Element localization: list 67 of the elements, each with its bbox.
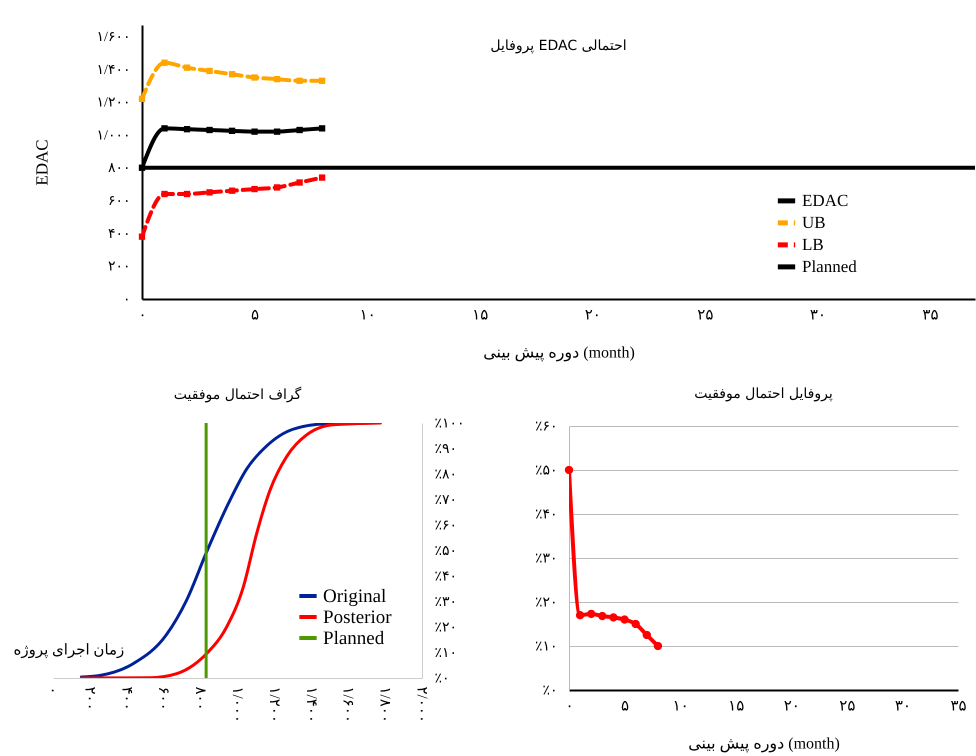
y-tick-label: ۲۰۰ bbox=[108, 260, 130, 275]
y-tick-label: ۱/۶۰۰ bbox=[96, 30, 130, 45]
y2-tick-label: ٪۴۰ bbox=[434, 570, 458, 584]
x-tick-label: ۱۰ bbox=[360, 308, 376, 324]
y2-tick-label: ٪۱۰۰ bbox=[434, 416, 465, 432]
y-tick-label: ۸۰۰ bbox=[108, 161, 130, 176]
y-tick-label: ۱/۰۰۰ bbox=[96, 128, 130, 144]
y-tick-label: ٪۴۰ bbox=[534, 508, 558, 522]
x-tick-label: ۳۰ bbox=[894, 698, 911, 714]
legend-label: UB bbox=[802, 212, 826, 232]
x-tick-label: ۲/۰۰۰ bbox=[414, 686, 430, 723]
y-tick-label: ٪۶۰ bbox=[534, 420, 558, 434]
x-tick-label: ۱/۲۰۰ bbox=[266, 686, 282, 723]
x-tick-label: ۳۵ bbox=[950, 698, 967, 714]
x-tick-label: ۰ bbox=[138, 308, 147, 324]
y-tick-label: ۱/۴۰۰ bbox=[96, 62, 130, 78]
x-tick-label: ۳۵ bbox=[922, 308, 939, 324]
y2-tick-label: ٪۱۰ bbox=[434, 646, 458, 661]
y2-tick-label: ٪۷۰ bbox=[434, 493, 458, 508]
x-axis-title: دوره پیش بینی (month) bbox=[483, 344, 635, 362]
y-tick-label: ۱/۲۰۰ bbox=[96, 96, 130, 111]
y-tick-label: ٪۳۰ bbox=[534, 552, 558, 566]
legend-label: Original bbox=[323, 586, 386, 607]
x-axis-title: زمان اجرای پروژه bbox=[14, 642, 124, 658]
y-tick-label: ۴۰۰ bbox=[108, 226, 130, 242]
legend-label: LB bbox=[802, 234, 824, 254]
y-tick-label: ۰ bbox=[122, 292, 130, 308]
x-tick-label: ۱/۸۰۰ bbox=[376, 686, 393, 723]
x-tick-label: ۱۰ bbox=[672, 698, 689, 714]
y2-tick-label: ٪۸۰ bbox=[434, 468, 458, 482]
y2-tick-label: ٪۳۰ bbox=[434, 595, 458, 610]
chart-title: پروفایل احتمال موفقیت bbox=[694, 386, 833, 402]
x-tick-label: ۲۰ bbox=[784, 698, 800, 714]
x-axis-title: دوره پیش بینی (month) bbox=[688, 736, 840, 752]
x-tick-label: ۱/۴۰۰ bbox=[302, 686, 319, 723]
x-tick-label: ۶۰۰ bbox=[155, 686, 172, 711]
x-tick-label: ۲۵ bbox=[697, 308, 714, 324]
y-tick-label: ۶۰۰ bbox=[108, 194, 130, 210]
legend-label: Planned bbox=[323, 628, 385, 649]
y2-tick-label: ٪۶۰ bbox=[434, 518, 458, 534]
x-tick-label: ۱۵ bbox=[472, 308, 488, 324]
legend-label: Planned bbox=[802, 256, 858, 276]
y-axis-title: EDAC bbox=[32, 139, 52, 186]
x-tick-label: ۰ bbox=[44, 686, 60, 695]
x-tick-label: ۰ bbox=[565, 698, 574, 714]
text: پروفایل EDAC احتمالی bbox=[490, 38, 627, 54]
y2-tick-label: ٪۵۰ bbox=[434, 544, 458, 559]
x-tick-label: ۱/۶۰۰ bbox=[340, 686, 356, 723]
y-tick-label: ٪۲۰ bbox=[534, 596, 558, 610]
legend-label: Posterior bbox=[323, 607, 392, 628]
chart-title: گراف احتمال موفقیت bbox=[174, 386, 302, 403]
x-tick-label: ۸۰۰ bbox=[192, 686, 208, 711]
y2-tick-label: ٪۹۰ bbox=[434, 442, 458, 457]
x-tick-label: ۱۵ bbox=[728, 698, 744, 714]
x-tick-label: ۲۰۰ bbox=[81, 686, 98, 711]
y2-tick-label: ٪۲۰ bbox=[434, 620, 458, 636]
x-tick-label: ۱/۰۰۰ bbox=[229, 686, 245, 723]
y-tick-label: ٪۵۰ bbox=[534, 464, 558, 478]
x-tick-label: ۲۰ bbox=[584, 308, 601, 324]
x-tick-label: ۵ bbox=[251, 308, 260, 324]
legend-label: EDAC bbox=[802, 190, 848, 210]
y2-tick-label: ٪۰ bbox=[434, 672, 450, 686]
x-tick-label: ۲۵ bbox=[839, 698, 856, 714]
x-tick-label: ۵ bbox=[621, 698, 630, 714]
y-tick-label: ٪۱۰ bbox=[534, 640, 558, 654]
y-tick-label: ٪۰ bbox=[542, 684, 558, 698]
x-tick-label: ۳۰ bbox=[810, 308, 826, 324]
